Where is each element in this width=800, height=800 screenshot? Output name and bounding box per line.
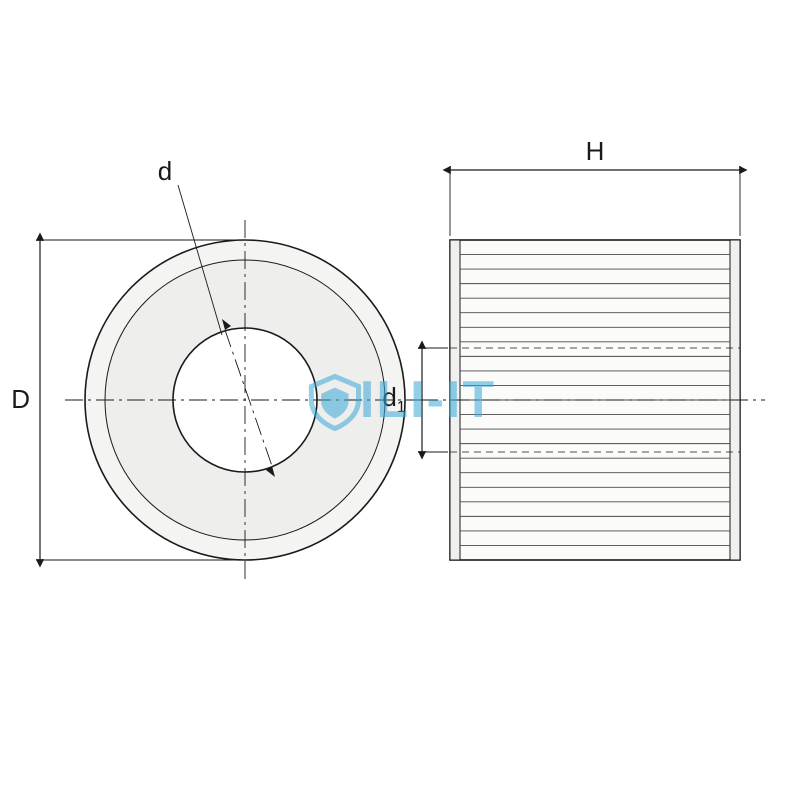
label-D: D	[11, 384, 30, 414]
front-view	[65, 220, 425, 580]
label-H: H	[586, 136, 605, 166]
filter-technical-diagram: DdHd1	[0, 0, 800, 800]
side-view	[420, 240, 765, 560]
label-d: d	[158, 156, 172, 186]
